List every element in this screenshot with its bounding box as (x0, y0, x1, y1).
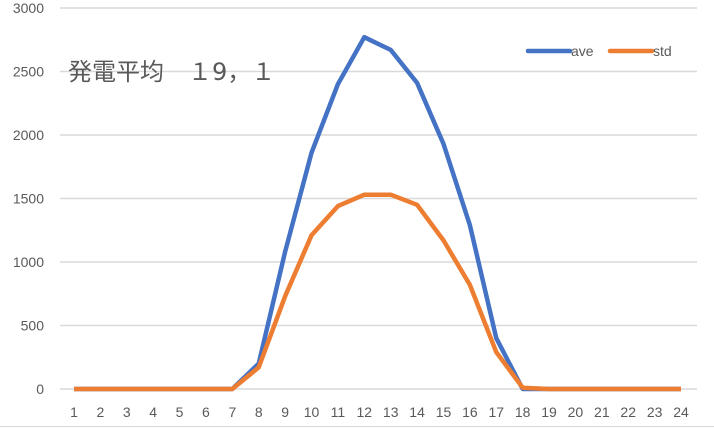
chart-title: 発電平均 １9，１ (68, 58, 275, 86)
x-tick-label: 19 (541, 404, 557, 420)
y-tick-label: 3000 (13, 0, 44, 16)
x-tick-label: 2 (96, 404, 104, 420)
x-axis-ticks: 1 2 3 4 5 6 7 8 9 10 11 12 13 14 15 16 17 18 19 20 21 22 23 24 (70, 404, 689, 420)
x-tick-label: 18 (515, 404, 531, 420)
y-axis-ticks: 0 500 1000 1500 2000 2500 3000 (13, 0, 44, 397)
legend-item-ave: ave (525, 43, 594, 59)
legend: ave std (525, 43, 672, 59)
x-tick-label: 16 (462, 404, 478, 420)
chart-border (0, 426, 714, 427)
legend-label: ave (571, 43, 594, 59)
x-tick-label: 1 (70, 404, 78, 420)
x-tick-label: 20 (568, 404, 584, 420)
x-tick-label: 22 (620, 404, 636, 420)
x-tick-label: 3 (123, 404, 131, 420)
x-tick-label: 11 (331, 404, 346, 420)
series-ave-line (74, 34, 681, 392)
x-tick-label: 6 (202, 404, 210, 420)
x-tick-label: 17 (488, 404, 504, 420)
series-lines (74, 34, 681, 392)
y-tick-label: 2500 (13, 64, 44, 80)
x-tick-label: 23 (647, 404, 663, 420)
series-std-line (74, 192, 681, 392)
x-tick-label: 21 (594, 404, 610, 420)
x-tick-label: 5 (176, 404, 184, 420)
x-tick-label: 10 (304, 404, 320, 420)
y-tick-label: 0 (36, 381, 44, 397)
x-tick-label: 4 (149, 404, 157, 420)
y-tick-label: 500 (21, 318, 45, 334)
y-tick-label: 2000 (13, 127, 44, 143)
y-tick-label: 1000 (13, 254, 44, 270)
x-tick-label: 15 (436, 404, 452, 420)
x-tick-label: 12 (357, 404, 373, 420)
x-tick-label: 9 (281, 404, 289, 420)
x-tick-label: 8 (255, 404, 263, 420)
x-tick-label: 14 (409, 404, 425, 420)
x-tick-label: 24 (673, 404, 689, 420)
x-tick-label: 7 (228, 404, 236, 420)
y-tick-label: 1500 (13, 191, 44, 207)
legend-item-std: std (607, 43, 672, 59)
legend-label: std (653, 43, 672, 59)
gridlines (60, 7, 697, 390)
x-tick-label: 13 (383, 404, 399, 420)
